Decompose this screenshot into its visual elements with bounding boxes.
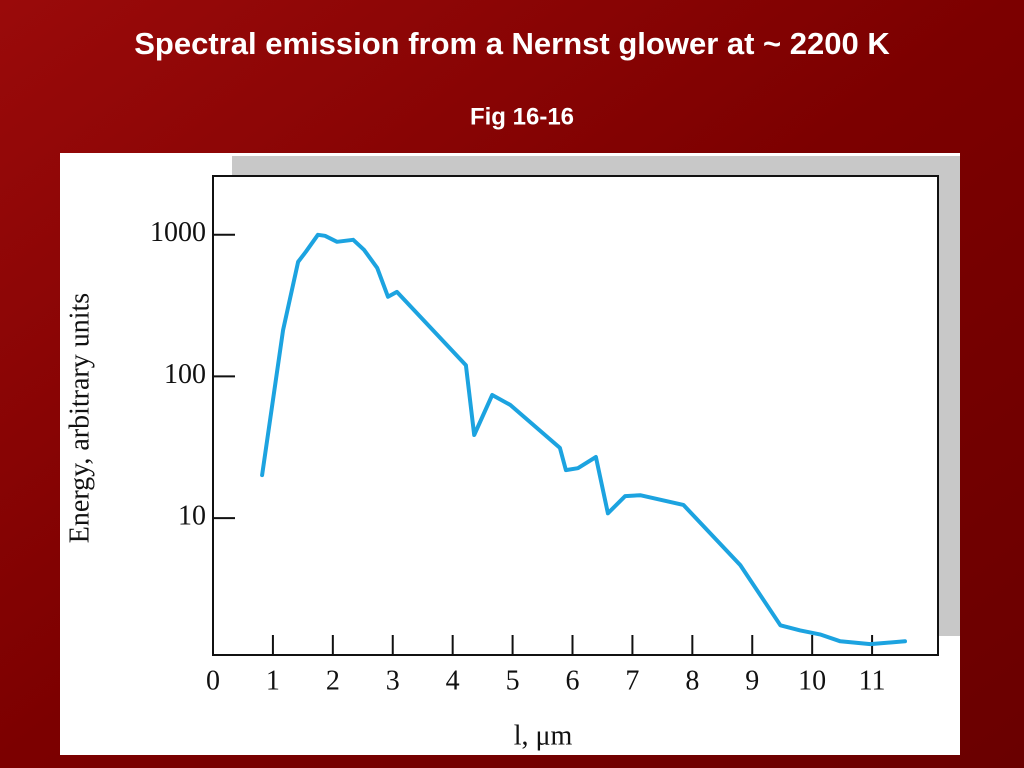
x-tick-label: 7 (625, 665, 639, 696)
x-tick-label: 0 (206, 665, 220, 696)
x-tick-label: 1 (266, 665, 280, 696)
x-tick-label: 10 (798, 665, 826, 696)
x-tick-label: 3 (386, 665, 400, 696)
y-axis-label: Energy, arbitrary units (64, 293, 95, 543)
x-tick-label: 9 (745, 665, 759, 696)
subtitle: Fig 16-16 (470, 103, 574, 130)
title: Spectral emission from a Nernst glower a… (134, 26, 890, 61)
x-tick-label: 8 (685, 665, 699, 696)
x-tick-label: 2 (326, 665, 340, 696)
x-tick-label: 4 (446, 665, 460, 696)
y-tick-label: 10 (178, 501, 206, 532)
y-tick-label: 1000 (150, 217, 206, 248)
x-axis-label: l, μm (514, 720, 573, 751)
x-tick-label: 6 (566, 665, 580, 696)
x-tick-label: 5 (506, 665, 520, 696)
y-tick-label: 100 (164, 359, 206, 390)
plot-frame (212, 175, 939, 656)
x-tick-label: 11 (859, 665, 886, 696)
data-line (260, 232, 907, 647)
plot: 10 100 1000 0 1 2 3 4 5 6 7 8 9 10 11 (150, 217, 907, 696)
